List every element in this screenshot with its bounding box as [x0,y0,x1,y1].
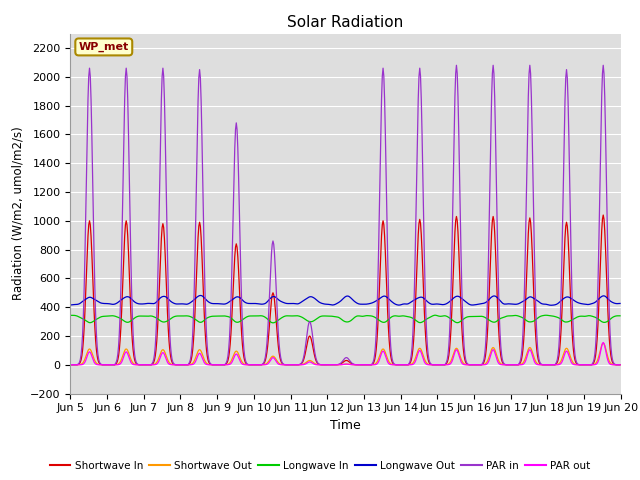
Y-axis label: Radiation (W/m2, umol/m2/s): Radiation (W/m2, umol/m2/s) [12,127,24,300]
Legend: Shortwave In, Shortwave Out, Longwave In, Longwave Out, PAR in, PAR out: Shortwave In, Shortwave Out, Longwave In… [45,456,595,475]
Text: WP_met: WP_met [79,42,129,52]
X-axis label: Time: Time [330,419,361,432]
Title: Solar Radiation: Solar Radiation [287,15,404,30]
